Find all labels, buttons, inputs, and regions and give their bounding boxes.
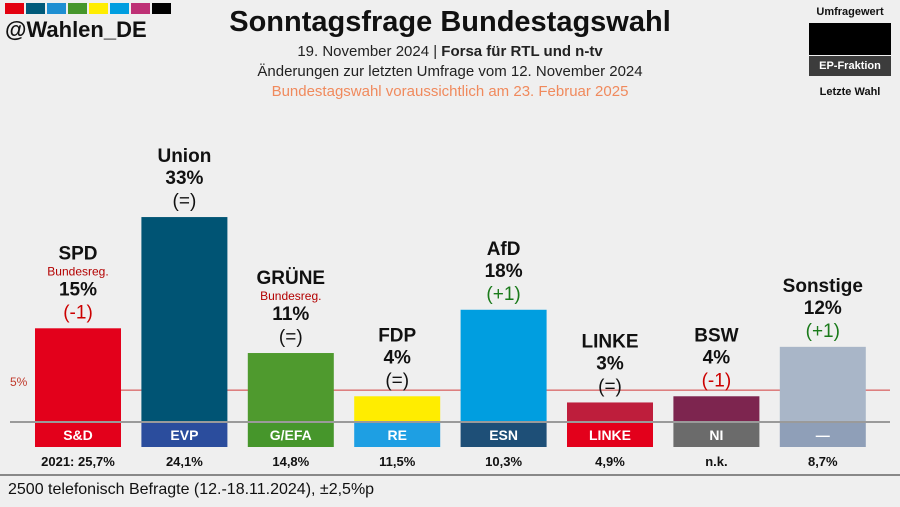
group-label: EVP bbox=[170, 427, 198, 443]
party-label: FDP bbox=[378, 325, 416, 346]
party-label: Union bbox=[157, 146, 211, 167]
bar-fdp bbox=[354, 396, 441, 421]
legend: Umfragewert EP-Fraktion Letzte Wahl bbox=[808, 0, 892, 98]
last-election-label: 11,5% bbox=[379, 454, 416, 469]
bar-linke bbox=[567, 402, 653, 421]
change-label: (+1) bbox=[806, 321, 840, 342]
change-label: (=) bbox=[279, 327, 303, 348]
group-tag bbox=[354, 423, 441, 447]
party-label: LINKE bbox=[582, 331, 639, 352]
brand-color-swatch bbox=[110, 3, 129, 14]
change-label: (-1) bbox=[702, 370, 732, 391]
brand-color-swatch bbox=[152, 3, 171, 14]
party-label: BSW bbox=[694, 325, 738, 346]
footer-note: 2500 telefonisch Befragte (12.-18.11.202… bbox=[8, 481, 375, 498]
party-label: Sonstige bbox=[783, 276, 863, 297]
value-label: 33% bbox=[165, 168, 203, 189]
group-label: RE bbox=[387, 427, 406, 443]
note-label: Bundesreg. bbox=[260, 289, 321, 303]
value-label: 3% bbox=[596, 353, 624, 374]
group-label: LINKE bbox=[589, 427, 631, 443]
subtitle-source: Forsa für RTL und n-tv bbox=[441, 43, 603, 60]
subtitle-date-source: 19. November 2024 | Forsa für RTL und n-… bbox=[0, 43, 900, 60]
change-label: (=) bbox=[385, 370, 409, 391]
legend-value-swatch bbox=[809, 23, 891, 55]
change-label: (=) bbox=[598, 376, 622, 397]
value-label: 4% bbox=[383, 347, 411, 368]
brand-color-swatch bbox=[26, 3, 45, 14]
group-tag bbox=[35, 423, 121, 447]
value-label: 4% bbox=[703, 347, 731, 368]
last-election-label: 24,1% bbox=[166, 454, 203, 469]
group-label: G/EFA bbox=[270, 427, 312, 443]
group-label: ESN bbox=[489, 427, 518, 443]
brand-color-swatch bbox=[5, 3, 24, 14]
bar-spd bbox=[35, 328, 121, 421]
party-label: AfD bbox=[487, 239, 521, 260]
brand-color-swatch bbox=[89, 3, 108, 14]
group-tag bbox=[779, 423, 866, 447]
value-label: 15% bbox=[59, 279, 97, 300]
bar-union bbox=[141, 217, 228, 421]
value-label: 18% bbox=[485, 261, 523, 282]
group-label: S&D bbox=[63, 427, 93, 443]
group-tag bbox=[673, 423, 760, 447]
last-election-label: 8,7% bbox=[808, 454, 838, 469]
change-label: (=) bbox=[173, 191, 197, 212]
legend-group-label: EP-Fraktion bbox=[809, 56, 891, 76]
party-label: SPD bbox=[58, 243, 97, 264]
subtitle-change: Änderungen zur letzten Umfrage vom 12. N… bbox=[257, 63, 643, 80]
last-election-label: 2021: 25,7% bbox=[41, 454, 115, 469]
group-tag bbox=[141, 423, 228, 447]
subtitle-election: Bundestagswahl voraussichtlich am 23. Fe… bbox=[271, 83, 629, 100]
group-tag bbox=[460, 423, 547, 447]
account-handle: @Wahlen_DE bbox=[5, 17, 147, 42]
chart-title: Sonntagsfrage Bundestagswahl bbox=[229, 6, 671, 38]
bar-afd bbox=[460, 309, 547, 421]
group-tag bbox=[567, 423, 653, 447]
last-election-label: 4,9% bbox=[595, 454, 625, 469]
subtitle-date: 19. November 2024 | bbox=[297, 43, 442, 60]
last-election-label: 10,3% bbox=[485, 454, 522, 469]
party-label: GRÜNE bbox=[256, 268, 325, 289]
group-tag bbox=[247, 423, 334, 447]
brand-color-swatch bbox=[47, 3, 66, 14]
bar-grüne bbox=[247, 353, 334, 421]
bar-bsw bbox=[673, 396, 760, 421]
change-label: (+1) bbox=[486, 284, 520, 305]
note-label: Bundesreg. bbox=[47, 264, 108, 278]
legend-value-label: Umfragewert bbox=[816, 6, 884, 18]
brand-color-bar bbox=[5, 3, 171, 14]
legend-last-label: Letzte Wahl bbox=[819, 86, 881, 98]
last-election-label: n.k. bbox=[705, 454, 727, 469]
group-label: NI bbox=[709, 427, 723, 443]
value-label: 12% bbox=[804, 298, 842, 319]
group-label: — bbox=[816, 427, 830, 443]
brand-color-swatch bbox=[68, 3, 87, 14]
last-election-label: 14,8% bbox=[272, 454, 309, 469]
change-label: (-1) bbox=[63, 302, 93, 323]
value-label: 11% bbox=[272, 304, 309, 325]
bar-sonstige bbox=[779, 346, 866, 421]
threshold-label: 5% bbox=[10, 375, 28, 389]
brand-color-swatch bbox=[131, 3, 150, 14]
